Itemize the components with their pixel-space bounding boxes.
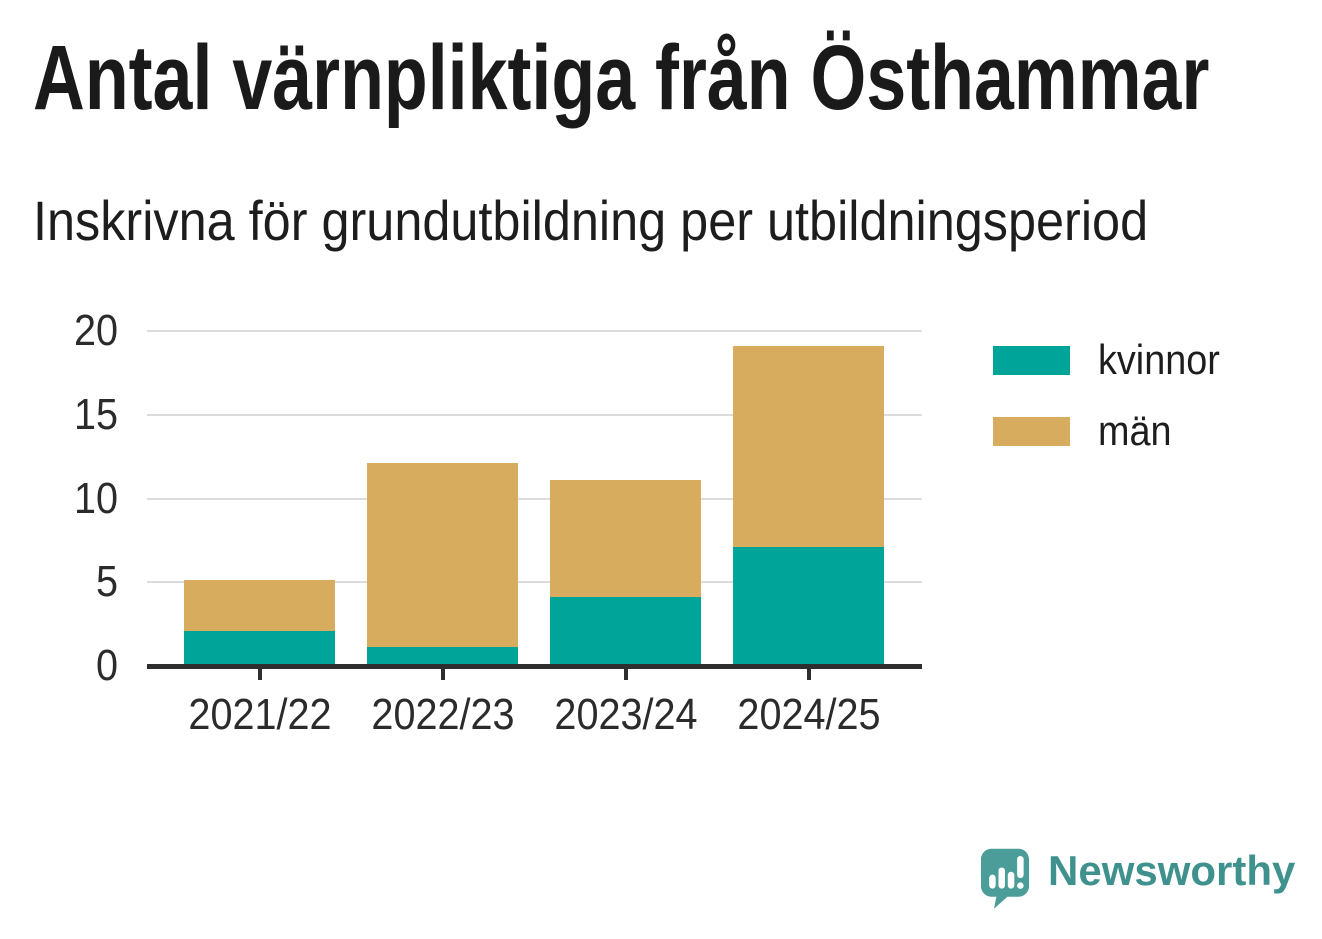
bar-segment-män — [367, 463, 518, 648]
bar-segment-kvinnor — [733, 546, 884, 664]
gridline — [147, 581, 922, 584]
x-axis-tick-label: 2024/25 — [736, 690, 881, 739]
bar-segment-kvinnor — [550, 597, 701, 664]
legend-label: kvinnor — [1098, 336, 1220, 383]
bar-segment-män — [733, 345, 884, 547]
brand-name: Newsworthy — [1048, 847, 1296, 894]
x-axis-tick-label: 2021/22 — [187, 690, 332, 739]
y-axis-tick-label: 0 — [95, 641, 118, 690]
bar-segment-män — [550, 479, 701, 597]
gridline — [147, 497, 922, 500]
y-axis-tick-label: 5 — [95, 557, 118, 607]
legend-item-män: män — [993, 410, 1233, 452]
chart-title: Antal värnpliktiga från Östhammar — [33, 27, 1210, 129]
bar-segment-kvinnor — [184, 630, 335, 664]
gridline — [147, 413, 922, 416]
chart-subtitle: Inskrivna för grundutbildning per utbild… — [33, 189, 1149, 252]
legend-swatch — [993, 416, 1070, 446]
x-axis-tick-label: 2022/23 — [370, 690, 515, 739]
bar-segment-kvinnor — [367, 647, 518, 664]
y-axis-tick-label: 20 — [73, 306, 118, 355]
gridline — [147, 330, 922, 332]
x-axis-tick — [623, 669, 628, 680]
newsworthy-logo-icon — [981, 848, 1029, 909]
y-axis-tick-label: 10 — [73, 473, 118, 523]
x-axis-tick — [806, 669, 811, 680]
x-axis-tick — [440, 669, 445, 680]
legend-item-kvinnor: kvinnor — [993, 339, 1233, 381]
legend-label: män — [1098, 407, 1172, 454]
bar-segment-män — [184, 580, 335, 631]
y-axis-tick-label: 15 — [73, 389, 118, 439]
legend-swatch — [993, 345, 1070, 375]
x-axis-tick-label: 2023/24 — [553, 690, 698, 739]
x-axis-tick — [257, 669, 262, 680]
x-axis-line — [147, 664, 922, 669]
legend: kvinnor män — [993, 339, 1233, 452]
